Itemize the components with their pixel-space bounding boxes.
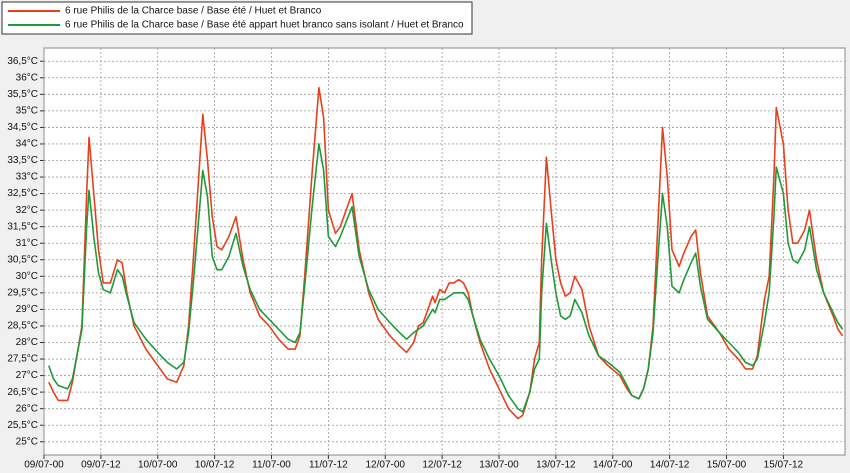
series-line xyxy=(47,143,844,413)
y-tick-label: 35°C xyxy=(16,106,38,117)
y-tick-label: 30°C xyxy=(16,271,38,282)
y-tick-label: 26°C xyxy=(16,403,38,414)
y-tick-label: 29,5°C xyxy=(7,288,38,299)
x-tick-label: 10/07-00 xyxy=(138,460,178,471)
x-tick-label: 11/07-00 xyxy=(252,460,291,471)
x-tick-label: 14/07-00 xyxy=(593,460,633,471)
y-tick-label: 36°C xyxy=(16,72,38,83)
legend-label: 6 rue Philis de la Charce base / Base ét… xyxy=(65,20,464,31)
y-tick-label: 27,5°C xyxy=(7,354,38,365)
y-tick-label: 31°C xyxy=(16,238,38,249)
legend-label: 6 rue Philis de la Charce base / Base ét… xyxy=(65,6,322,17)
y-tick-label: 32,5°C xyxy=(7,188,38,199)
y-tick-label: 28,5°C xyxy=(7,321,38,332)
x-tick-label: 09/07-12 xyxy=(81,460,121,471)
y-tick-label: 32°C xyxy=(16,205,38,216)
x-tick-label: 13/07-00 xyxy=(479,460,519,471)
y-tick-label: 35,5°C xyxy=(7,89,38,100)
x-tick-label: 12/07-12 xyxy=(422,460,462,471)
y-tick-label: 36,5°C xyxy=(7,56,38,67)
y-tick-label: 26,5°C xyxy=(7,387,38,398)
y-tick-label: 25,5°C xyxy=(7,420,38,431)
y-tick-label: 33°C xyxy=(16,172,38,183)
y-tick-label: 29°C xyxy=(16,304,38,315)
x-tick-label: 10/07-12 xyxy=(195,460,235,471)
x-tick-label: 09/07-00 xyxy=(24,460,64,471)
y-tick-label: 34°C xyxy=(16,139,38,150)
plot-area xyxy=(43,47,846,456)
x-tick-label: 15/07-12 xyxy=(764,460,804,471)
legend-box xyxy=(1,1,473,35)
y-tick-label: 28°C xyxy=(16,337,38,348)
y-tick-label: 30,5°C xyxy=(7,254,38,265)
x-tick-label: 14/07-12 xyxy=(650,460,690,471)
y-tick-label: 31,5°C xyxy=(7,221,38,232)
x-tick-label: 11/07-12 xyxy=(309,460,348,471)
y-tick-label: 33,5°C xyxy=(7,155,38,166)
x-tick-label: 12/07-00 xyxy=(366,460,406,471)
y-tick-label: 25°C xyxy=(16,436,38,447)
x-tick-label: 13/07-12 xyxy=(536,460,576,471)
y-tick-label: 34,5°C xyxy=(7,122,38,133)
x-tick-label: 15/07-00 xyxy=(707,460,747,471)
y-tick-label: 27°C xyxy=(16,370,38,381)
